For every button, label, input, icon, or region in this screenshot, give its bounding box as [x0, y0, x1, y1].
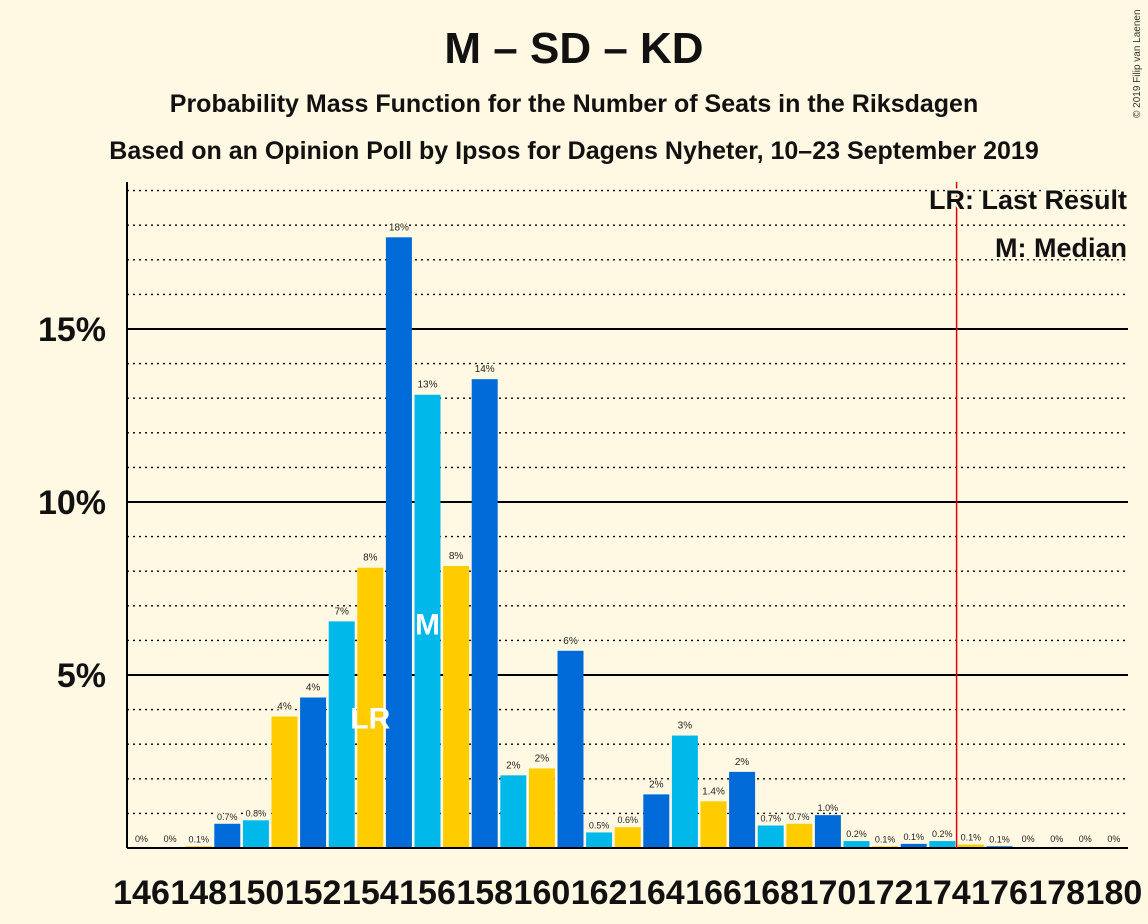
legend-last-result: LR: Last Result: [929, 185, 1127, 215]
y-tick-label: 5%: [57, 657, 106, 695]
x-tick-label: 170: [800, 874, 857, 912]
bar-value-label: 0.6%: [617, 815, 638, 825]
bar-164: [643, 794, 670, 848]
bar-value-label: 1.0%: [818, 803, 839, 813]
bar-value-label: 0.2%: [932, 829, 953, 839]
bar-171: [843, 841, 870, 848]
y-tick-label: 10%: [38, 484, 106, 522]
bar-value-label: 2%: [649, 779, 664, 790]
bar-170: [814, 815, 841, 848]
bar-value-label: 4%: [277, 702, 292, 713]
x-tick-label: 154: [342, 874, 399, 912]
bar-174: [929, 841, 956, 848]
x-tick-label: 162: [571, 874, 628, 912]
bar-160: [528, 768, 555, 848]
x-tick-label: 172: [857, 874, 914, 912]
bar-value-label: 2%: [506, 760, 521, 771]
bar-152: [300, 697, 327, 848]
chart-subtitle: Probability Mass Function for the Number…: [169, 90, 979, 118]
bar-value-label: 3%: [678, 721, 693, 732]
bar-value-label: 0.1%: [903, 832, 924, 842]
bar-value-label: 0.5%: [589, 820, 610, 830]
bar-value-label: 0.7%: [760, 814, 781, 824]
bar-value-label: 0%: [164, 834, 177, 844]
bar-value-label: 0.2%: [846, 829, 867, 839]
median-marker: M: [415, 609, 440, 642]
y-tick-label: 15%: [38, 311, 106, 349]
x-tick-label: 178: [1028, 874, 1085, 912]
bar-value-label: 6%: [563, 636, 578, 647]
x-tick-label: 160: [514, 874, 571, 912]
last-result-marker: LR: [350, 703, 390, 736]
bar-156: [414, 394, 441, 848]
bar-value-label: 2%: [535, 753, 550, 764]
bar-169: [786, 823, 813, 848]
bar-value-label: 2%: [735, 757, 750, 768]
bar-165: [671, 735, 698, 848]
bar-153: [328, 621, 355, 848]
x-tick-label: 180: [1086, 874, 1143, 912]
bar-161: [557, 650, 584, 848]
bar-162: [586, 832, 613, 848]
bar-value-label: 0.7%: [217, 812, 238, 822]
bar-value-label: 0.1%: [188, 834, 209, 844]
bar-value-label: 7%: [334, 606, 349, 617]
legend-median: M: Median: [995, 233, 1127, 263]
bar-159: [500, 775, 527, 848]
bar-173: [900, 843, 927, 848]
chart-subtitle-2: Based on an Opinion Poll by Ipsos for Da…: [109, 137, 1039, 165]
bar-value-label: 0.1%: [989, 834, 1010, 844]
x-tick-label: 176: [971, 874, 1028, 912]
x-tick-label: 174: [914, 874, 971, 912]
x-tick-label: 156: [399, 874, 456, 912]
bar-166: [700, 801, 727, 848]
bar-149: [214, 823, 241, 848]
chart-title: M – SD – KD: [444, 24, 704, 73]
bar-157: [443, 566, 470, 848]
x-tick-label: 164: [628, 874, 685, 912]
x-tick-label: 168: [742, 874, 799, 912]
bar-value-label: 0%: [1022, 834, 1035, 844]
x-tick-label: 158: [456, 874, 513, 912]
bar-value-label: 0%: [1050, 834, 1063, 844]
bar-151: [271, 716, 298, 848]
bar-value-label: 8%: [363, 553, 378, 564]
x-tick-label: 166: [685, 874, 742, 912]
bar-value-label: 0%: [135, 834, 148, 844]
bar-value-label: 0%: [1079, 834, 1092, 844]
bar-value-label: 0%: [1107, 834, 1120, 844]
x-tick-label: 152: [285, 874, 342, 912]
bar-168: [757, 825, 784, 848]
bar-value-label: 0.1%: [961, 833, 982, 843]
bar-155: [385, 237, 412, 848]
bar-163: [614, 827, 641, 848]
bar-175: [957, 844, 984, 848]
bar-value-label: 13%: [417, 380, 437, 391]
bar-value-label: 0.8%: [246, 808, 267, 818]
bar-154: [357, 567, 384, 848]
x-tick-label: 150: [228, 874, 285, 912]
bar-158: [471, 379, 498, 848]
bar-150: [242, 820, 269, 848]
bar-value-label: 18%: [389, 222, 409, 233]
bar-value-label: 14%: [475, 364, 495, 375]
bar-value-label: 4%: [306, 682, 321, 693]
bar-value-label: 0.1%: [875, 834, 896, 844]
bar-167: [729, 771, 756, 848]
bar-value-label: 0.7%: [789, 812, 810, 822]
x-tick-label: 148: [170, 874, 227, 912]
bar-value-label: 8%: [449, 551, 464, 562]
bar-value-label: 1.4%: [702, 786, 725, 797]
x-tick-label: 146: [113, 874, 170, 912]
